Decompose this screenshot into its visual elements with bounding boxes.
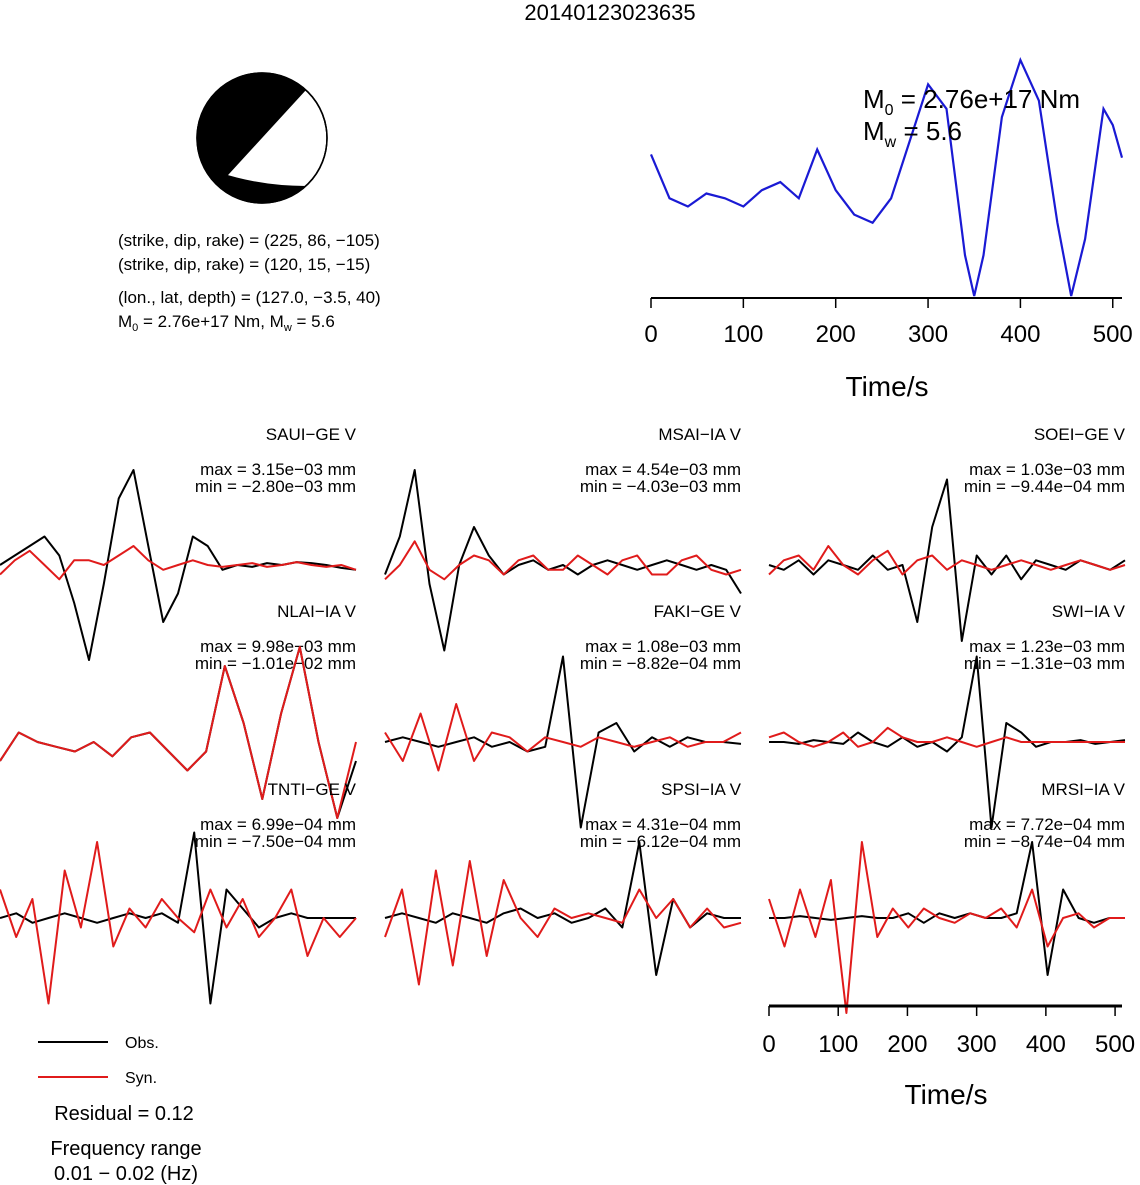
station-max: max = 4.54e−03 mm [585, 460, 741, 479]
syn-trace-line [384, 703, 742, 772]
station-min: min = −4.03e−03 mm [580, 477, 741, 496]
station-min: min = −1.01e−02 mm [195, 654, 356, 673]
station-max: max = 1.08e−03 mm [585, 637, 741, 656]
station-label: SWI−IA V [1052, 602, 1126, 621]
station-max: max = 6.99e−04 mm [200, 815, 356, 834]
stf-x-tick-label: 100 [723, 321, 763, 348]
traces-x-ticks: 0 100 200 300 400 500 [762, 1006, 1135, 1058]
station-max: max = 1.23e−03 mm [969, 637, 1125, 656]
station-label: TNTI−GE V [268, 780, 357, 799]
station-min: min = −1.31e−03 mm [964, 654, 1125, 673]
station-label: SOEI−GE V [1034, 425, 1126, 444]
station-label: SPSI−IA V [661, 780, 742, 799]
syn-trace-line [768, 726, 1125, 748]
obs-trace-line [384, 469, 742, 652]
plane2-text: (strike, dip, rake) = (120, 15, −15) [118, 255, 370, 274]
syn-trace-line [0, 545, 357, 581]
stf-x-tick-label: 400 [1000, 321, 1040, 348]
traces-x-tick-label: 300 [957, 1031, 997, 1058]
stf-x-tick-label: 500 [1093, 321, 1133, 348]
plane1-text: (strike, dip, rake) = (225, 86, −105) [118, 231, 380, 250]
stf-m0-label: M0 = 2.76e+17 Nm [863, 84, 1080, 119]
traces-x-tick-label: 0 [762, 1031, 775, 1058]
traces-x-tick-label: 200 [887, 1031, 927, 1058]
traces-x-axis-label: Time/s [905, 1079, 988, 1110]
syn-trace-line [384, 540, 742, 581]
station-min: min = −8.82e−04 mm [580, 654, 741, 673]
station-label: NLAI−IA V [277, 602, 357, 621]
stf-series-line [649, 56, 1124, 297]
residual-text: Residual = 0.12 [54, 1103, 194, 1125]
syn-trace-line [768, 545, 1126, 576]
traces-x-tick-label: 400 [1026, 1031, 1066, 1058]
station-min: min = −6.12e−04 mm [580, 832, 741, 851]
station-max: max = 1.03e−03 mm [969, 460, 1125, 479]
moment-text: M0 = 2.76e+17 Nm, Mw = 5.6 [118, 312, 335, 334]
traces-x-tick-label: 100 [818, 1031, 858, 1058]
station-label: SAUI−GE V [266, 425, 357, 444]
stf-x-ticks: 0 100 200 300 400 500 [644, 298, 1133, 348]
stf-mw-label: Mw = 5.6 [863, 116, 962, 151]
beachball [196, 72, 328, 204]
syn-trace-line [0, 646, 357, 819]
legend-syn-label: Syn. [125, 1070, 157, 1087]
stf-panel: M0 = 2.76e+17 Nm Mw = 5.6 0 100 200 300 400 5… [644, 56, 1133, 402]
station-label: FAKI−GE V [654, 602, 742, 621]
station-min: min = −7.50e−04 mm [195, 832, 356, 851]
frequency-value: 0.01 − 0.02 (Hz) [54, 1163, 198, 1185]
frequency-title: Frequency range [50, 1138, 201, 1160]
station-max: max = 9.98e−03 mm [200, 637, 356, 656]
syn-trace-line [384, 860, 742, 986]
legend: Obs. Syn. [38, 1035, 159, 1087]
stf-x-tick-label: 300 [908, 321, 948, 348]
station-label: MSAI−IA V [658, 425, 741, 444]
station-min: min = −2.80e−03 mm [195, 477, 356, 496]
location-text: (lon., lat, depth) = (127.0, −3.5, 40) [118, 288, 381, 307]
syn-trace-line [0, 841, 357, 1005]
obs-trace-line [384, 841, 741, 976]
stf-x-axis-label: Time/s [846, 371, 929, 402]
station-max: max = 3.15e−03 mm [200, 460, 356, 479]
station-label: MRSI−IA V [1041, 780, 1125, 799]
stf-x-tick-label: 200 [816, 321, 856, 348]
stf-x-tick-label: 0 [644, 321, 657, 348]
station-min: min = −8.74e−04 mm [964, 832, 1125, 851]
traces-x-tick-label: 500 [1095, 1031, 1135, 1058]
syn-trace-line [768, 841, 1125, 1014]
station-max: max = 7.72e−04 mm [969, 815, 1125, 834]
traces-x-axis: 0 100 200 300 400 500 Time/s [762, 1004, 1135, 1110]
station-max: max = 4.31e−04 mm [585, 815, 741, 834]
page-title: 20140123023635 [524, 0, 695, 25]
legend-obs-label: Obs. [125, 1035, 159, 1052]
obs-trace-line [768, 478, 1126, 642]
station-min: min = −9.44e−04 mm [964, 477, 1125, 496]
obs-trace-line [769, 841, 1125, 976]
